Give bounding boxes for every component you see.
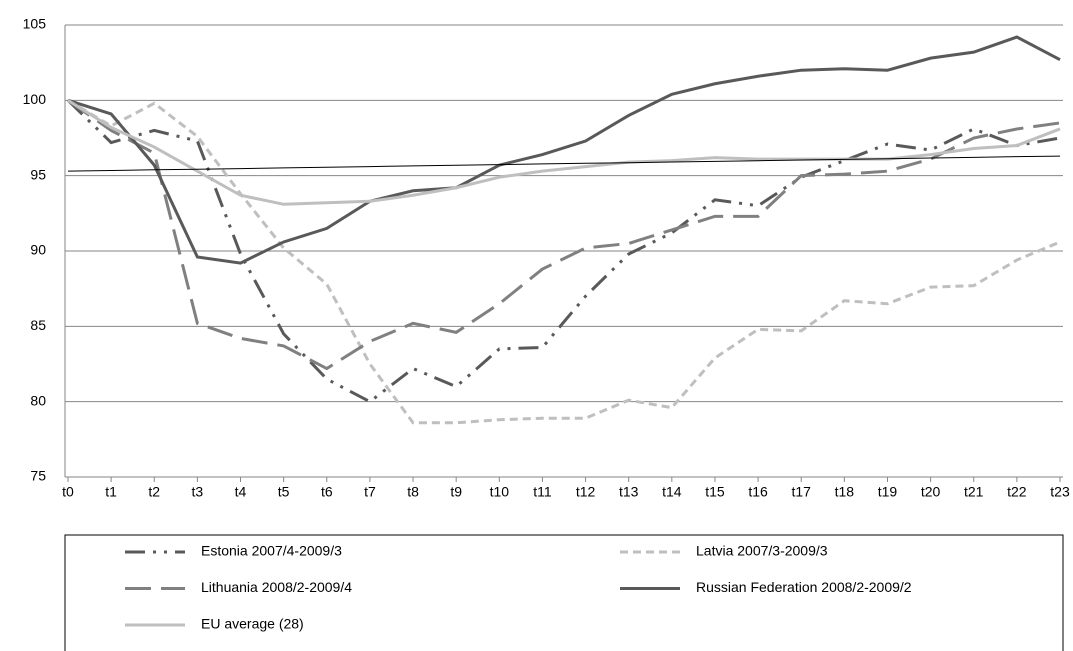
x-tick-label: t11 bbox=[533, 484, 552, 500]
y-tick-label: 80 bbox=[30, 392, 46, 408]
x-tick-label: t20 bbox=[921, 484, 941, 500]
x-tick-label: t14 bbox=[662, 484, 682, 500]
legend-label: EU average (28) bbox=[201, 616, 304, 632]
y-tick-label: 75 bbox=[30, 468, 46, 484]
x-tick-label: t3 bbox=[192, 484, 204, 500]
x-tick-label: t4 bbox=[235, 484, 247, 500]
x-tick-label: t15 bbox=[705, 484, 725, 500]
y-tick-label: 105 bbox=[23, 16, 47, 32]
x-tick-label: t12 bbox=[576, 484, 596, 500]
legend-label: Russian Federation 2008/2-2009/2 bbox=[696, 579, 912, 595]
y-tick-label: 85 bbox=[30, 317, 46, 333]
x-tick-label: t6 bbox=[321, 484, 333, 500]
legend-box bbox=[64, 534, 1064, 651]
series-line bbox=[67, 35, 1061, 265]
legend-label: Estonia 2007/4-2009/3 bbox=[201, 543, 342, 559]
y-tick-label: 100 bbox=[23, 91, 47, 107]
x-tick-label: t16 bbox=[748, 484, 768, 500]
x-tick-label: t0 bbox=[62, 484, 74, 500]
x-tick-label: t18 bbox=[835, 484, 855, 500]
x-tick-label: t5 bbox=[278, 484, 290, 500]
x-tick-label: t2 bbox=[148, 484, 160, 500]
series-line bbox=[66, 99, 1061, 404]
trend-line bbox=[67, 155, 1061, 172]
x-tick-label: t23 bbox=[1050, 484, 1070, 500]
y-tick-label: 90 bbox=[30, 242, 46, 258]
x-tick-label: t21 bbox=[964, 484, 984, 500]
x-tick-label: t9 bbox=[450, 484, 462, 500]
x-tick-label: t19 bbox=[878, 484, 898, 500]
series-line bbox=[67, 99, 1061, 371]
x-tick-label: t1 bbox=[105, 484, 117, 500]
x-tick-label: t17 bbox=[791, 484, 811, 500]
x-tick-label: t10 bbox=[490, 484, 510, 500]
y-tick-label: 95 bbox=[30, 166, 46, 182]
x-tick-label: t8 bbox=[407, 484, 419, 500]
legend-label: Lithuania 2008/2-2009/4 bbox=[201, 579, 352, 595]
series-line bbox=[67, 99, 1061, 425]
legend-label: Latvia 2007/3-2009/3 bbox=[696, 543, 828, 559]
x-tick-label: t7 bbox=[364, 484, 376, 500]
x-tick-label: t13 bbox=[619, 484, 639, 500]
x-tick-label: t22 bbox=[1007, 484, 1027, 500]
